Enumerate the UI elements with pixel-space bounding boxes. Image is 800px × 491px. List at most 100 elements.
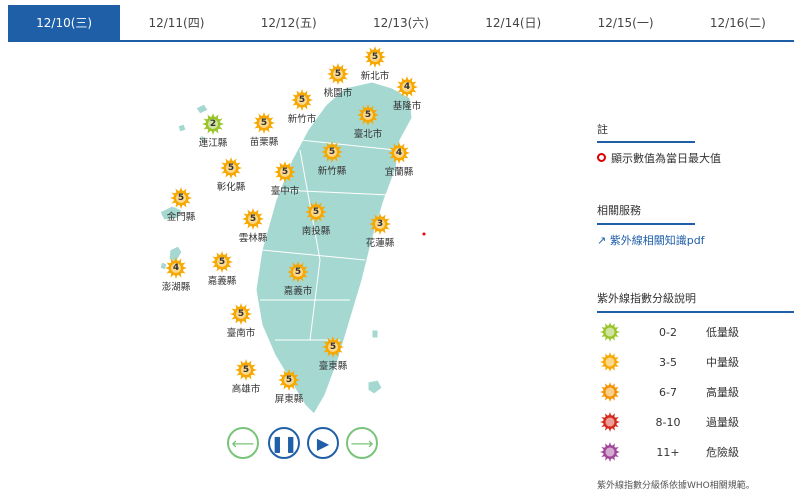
uv-sun-icon[interactable]: 3 bbox=[369, 213, 391, 235]
uv-sun-icon[interactable]: 5 bbox=[327, 63, 349, 85]
legend-level: 危險級 bbox=[706, 446, 739, 459]
uv-value: 4 bbox=[172, 263, 180, 273]
station-name: 新竹縣 bbox=[317, 166, 347, 177]
taiwan-map bbox=[159, 81, 426, 415]
legend-level: 中量級 bbox=[706, 356, 739, 369]
uv-sun-icon[interactable]: 5 bbox=[235, 359, 257, 381]
play-button[interactable]: ▶ bbox=[307, 427, 339, 459]
uv-sun-icon[interactable]: 5 bbox=[220, 157, 242, 179]
uv-sun-icon[interactable]: 5 bbox=[322, 336, 344, 358]
tab-date[interactable]: 12/11(四) bbox=[148, 16, 205, 30]
station-name: 南投縣 bbox=[301, 226, 331, 237]
tab-date[interactable]: 12/16(二) bbox=[709, 16, 766, 30]
orchid-island bbox=[367, 379, 383, 395]
sun-icon bbox=[600, 352, 620, 372]
station-name: 屏東縣 bbox=[274, 394, 304, 405]
uv-sun-icon[interactable]: 5 bbox=[291, 89, 313, 111]
play-icon: ▶ bbox=[316, 433, 330, 453]
station-name: 臺中市 bbox=[270, 186, 300, 197]
uv-sun-icon[interactable]: 5 bbox=[230, 303, 252, 325]
uv-sun-icon[interactable]: 5 bbox=[242, 208, 264, 230]
uv-value: 5 bbox=[371, 52, 379, 62]
uv-sun-icon[interactable]: 2 bbox=[202, 113, 224, 135]
legend-level: 過量級 bbox=[706, 416, 739, 429]
uv-value: 2 bbox=[209, 119, 217, 129]
legend-level: 高量級 bbox=[706, 386, 739, 399]
legend-level: 低量級 bbox=[706, 326, 739, 339]
legend-range: 8-10 bbox=[655, 415, 681, 429]
uv-sun-icon[interactable]: 4 bbox=[396, 76, 418, 98]
arrow-left-icon: ⟵ bbox=[231, 433, 255, 453]
penghu-islands bbox=[159, 245, 183, 271]
uv-sun-icon[interactable]: 5 bbox=[321, 141, 343, 163]
uv-sun-icon[interactable]: 5 bbox=[357, 104, 379, 126]
uv-value: 5 bbox=[294, 267, 302, 277]
legend-row: 3-5 中量級 bbox=[600, 352, 790, 372]
station-name: 花蓮縣 bbox=[365, 238, 395, 249]
legend-range: 6-7 bbox=[659, 385, 677, 399]
uv-sun-icon[interactable]: 5 bbox=[253, 112, 275, 134]
station-name: 宜蘭縣 bbox=[384, 167, 414, 178]
uv-value: 5 bbox=[298, 95, 306, 105]
legend-row: 11+ 危險級 bbox=[600, 442, 790, 462]
matsu-islands bbox=[177, 103, 209, 142]
arrow-right-icon: ⟶ bbox=[350, 433, 374, 453]
uv-value: 5 bbox=[242, 365, 250, 375]
uv-value: 5 bbox=[364, 110, 372, 120]
uv-value: 4 bbox=[395, 148, 403, 158]
uv-value: 5 bbox=[260, 118, 268, 128]
legend-row: 8-10 過量級 bbox=[600, 412, 790, 432]
note-text: 顯示數值為當日最大值 bbox=[597, 150, 721, 166]
uv-sun-icon[interactable]: 5 bbox=[364, 46, 386, 68]
uv-sun-icon[interactable]: 5 bbox=[305, 201, 327, 223]
uv-value: 5 bbox=[177, 193, 185, 203]
tab-date[interactable]: 12/14(日) bbox=[485, 16, 542, 30]
tab-date[interactable]: 12/10(三) bbox=[8, 5, 121, 40]
kinmen-islands bbox=[159, 205, 183, 221]
uv-value: 5 bbox=[329, 342, 337, 352]
prev-button[interactable]: ⟵ bbox=[227, 427, 259, 459]
pause-button[interactable]: ❚❚ bbox=[268, 427, 300, 459]
legend-title: 紫外線指數分級說明 bbox=[597, 292, 696, 305]
station-name: 雲林縣 bbox=[238, 233, 268, 244]
note-title: 註 bbox=[597, 123, 608, 136]
red-dot-icon bbox=[597, 153, 606, 162]
uv-value: 5 bbox=[227, 163, 235, 173]
station-name: 高雄市 bbox=[231, 384, 261, 395]
green-island bbox=[371, 329, 379, 339]
divider bbox=[597, 223, 695, 225]
uv-value: 4 bbox=[403, 82, 411, 92]
uv-value: 5 bbox=[334, 69, 342, 79]
legend-row: 6-7 高量級 bbox=[600, 382, 790, 402]
uv-value: 5 bbox=[218, 257, 226, 267]
tab-date[interactable]: 12/12(五) bbox=[260, 16, 317, 30]
date-tabs: 12/10(三) 12/11(四) 12/12(五) 12/13(六) 12/14(日)… bbox=[8, 5, 794, 42]
uv-sun-icon[interactable]: 5 bbox=[278, 369, 300, 391]
uv-sun-icon[interactable]: 5 bbox=[170, 187, 192, 209]
uv-sun-icon[interactable]: 5 bbox=[287, 261, 309, 283]
tab-date[interactable]: 12/13(六) bbox=[373, 16, 429, 30]
station-name: 嘉義市 bbox=[283, 286, 313, 297]
uv-sun-icon[interactable]: 4 bbox=[388, 142, 410, 164]
legend-range: 11+ bbox=[656, 445, 680, 459]
uv-sun-icon[interactable]: 4 bbox=[165, 257, 187, 279]
uv-value: 5 bbox=[312, 207, 320, 217]
tab-date[interactable]: 12/15(一) bbox=[597, 16, 654, 30]
uv-sun-icon[interactable]: 5 bbox=[211, 251, 233, 273]
station-name: 新竹市 bbox=[287, 114, 317, 125]
legend-range: 0-2 bbox=[659, 325, 677, 339]
sun-icon bbox=[600, 412, 620, 432]
divider bbox=[597, 311, 794, 313]
station-name: 臺東縣 bbox=[318, 361, 348, 372]
station-name: 彰化縣 bbox=[216, 182, 246, 193]
sun-icon bbox=[600, 382, 620, 402]
divider bbox=[597, 141, 695, 143]
note-label: 顯示數值為當日最大值 bbox=[611, 152, 721, 165]
services-title: 相關服務 bbox=[597, 204, 641, 217]
uv-pdf-link[interactable]: ↗ 紫外線相關知識pdf bbox=[597, 232, 705, 248]
next-button[interactable]: ⟶ bbox=[346, 427, 378, 459]
uv-value: 5 bbox=[328, 147, 336, 157]
taiwan-island bbox=[255, 81, 413, 415]
uv-value: 3 bbox=[376, 219, 384, 229]
uv-sun-icon[interactable]: 5 bbox=[274, 161, 296, 183]
